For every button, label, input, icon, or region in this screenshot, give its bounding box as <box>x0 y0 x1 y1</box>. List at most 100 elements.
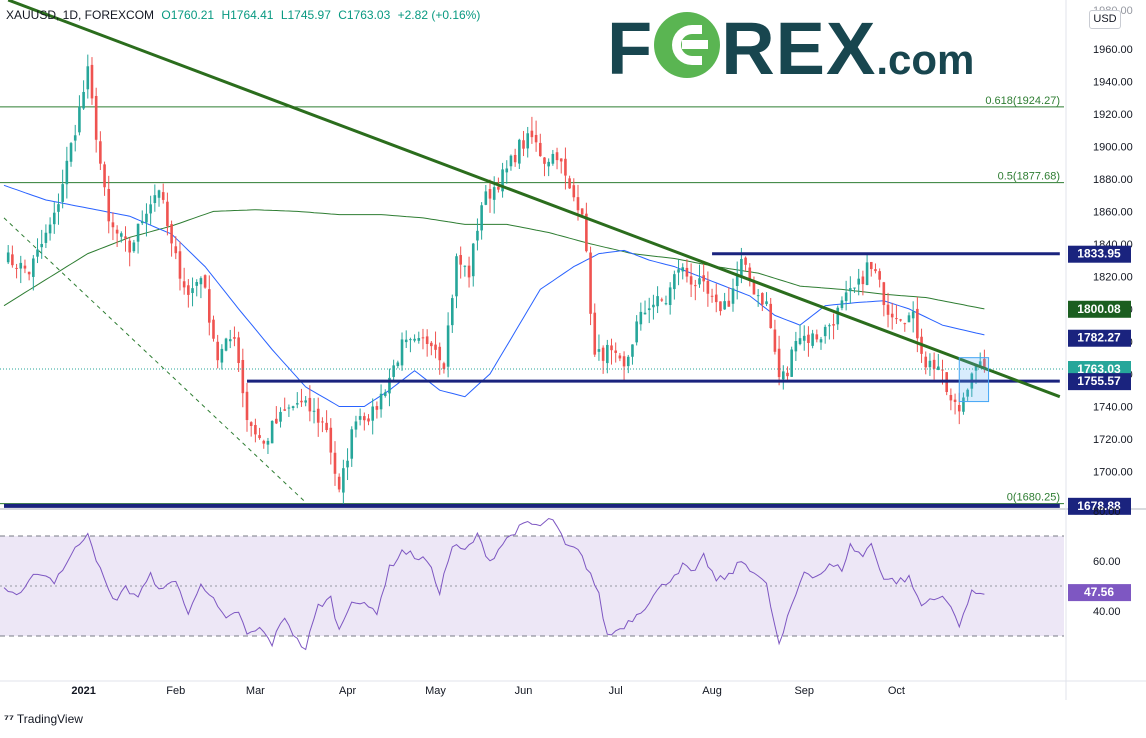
candle-body <box>434 344 437 350</box>
price-tick-label: 1700.00 <box>1093 466 1133 478</box>
candle-body <box>379 393 383 410</box>
candle-body <box>57 204 60 212</box>
candle-body <box>149 204 152 214</box>
candle-body <box>425 336 429 344</box>
candle-body <box>245 391 249 421</box>
candle-body <box>333 452 337 474</box>
candle-body <box>802 335 806 341</box>
candle-body <box>949 394 953 401</box>
candle-body <box>555 152 559 161</box>
candle-body <box>777 348 781 378</box>
candle-body <box>480 205 483 231</box>
rsi-tick-label: 60.00 <box>1093 556 1121 568</box>
candle-body <box>153 195 157 204</box>
price-tag-label: 1800.08 <box>1077 302 1121 316</box>
candle-body <box>73 135 77 141</box>
candle-body <box>421 337 425 339</box>
candle-body <box>748 267 752 282</box>
candle-body <box>136 223 140 242</box>
candle-body <box>316 408 320 423</box>
candle-body <box>786 372 789 377</box>
logo-rest: REX <box>721 7 877 90</box>
candle-body <box>392 365 395 377</box>
low-value: L1745.97 <box>280 8 331 22</box>
candle-body <box>371 406 374 421</box>
rsi-line <box>3 517 985 651</box>
candle-body <box>103 164 106 188</box>
candle-body <box>869 261 873 270</box>
candle-body <box>178 251 182 279</box>
symbol-label[interactable]: XAUUSD, 1D, FOREXCOM <box>6 8 155 22</box>
candle-body <box>417 338 421 341</box>
candle-body <box>547 161 550 167</box>
candle-body <box>513 154 517 163</box>
rsi-tick-label: 40.00 <box>1093 606 1121 618</box>
forex-logo: F REX.com <box>607 12 974 97</box>
time-tick-label: May <box>425 685 446 697</box>
candle-body <box>983 358 986 370</box>
tradingview-attribution[interactable]: ⁷⁷ TradingView <box>4 712 83 726</box>
price-tick-label: 1740.00 <box>1093 401 1133 413</box>
candle-body <box>300 400 303 403</box>
candle-body <box>857 278 861 285</box>
candle-body <box>216 341 219 361</box>
candle-body <box>346 460 349 468</box>
candle-body <box>212 319 215 339</box>
candle-body <box>673 274 676 290</box>
candle-body <box>132 242 136 252</box>
candle-body <box>836 307 840 325</box>
candle-body <box>907 315 911 323</box>
candle-body <box>111 222 115 228</box>
price-tick-label: 1880.00 <box>1093 174 1133 186</box>
candle-body <box>928 360 932 368</box>
candle-body <box>304 400 307 403</box>
candle-body <box>342 468 345 493</box>
candle-body <box>228 339 232 342</box>
candle-body <box>161 192 165 200</box>
close-value: C1763.03 <box>338 8 391 22</box>
candle-body <box>287 407 291 409</box>
candle-body <box>610 345 613 351</box>
candle-body <box>538 142 542 157</box>
candle-body <box>270 420 274 444</box>
candle-body <box>924 356 928 368</box>
candle-body <box>861 276 865 285</box>
candle-body <box>526 133 530 149</box>
rsi-value-label: 47.56 <box>1084 585 1114 599</box>
time-tick-label: Jun <box>515 685 533 697</box>
currency-button[interactable]: USD <box>1089 10 1121 29</box>
candle-body <box>451 298 454 326</box>
candle-body <box>254 425 257 435</box>
candle-body <box>203 275 207 288</box>
price-tag-label: 1755.57 <box>1077 374 1121 388</box>
candle-body <box>878 271 881 280</box>
rsi-value-tag <box>1068 584 1131 602</box>
candle-body <box>467 265 471 278</box>
price-tick-label: 1900.00 <box>1093 141 1133 153</box>
time-tick-label: Sep <box>794 685 814 697</box>
candle-body <box>694 285 697 287</box>
tradingview-icon: ⁷⁷ <box>4 712 14 726</box>
candle-body <box>363 416 366 421</box>
price-tick-label: 1860.00 <box>1093 206 1133 218</box>
candle-body <box>639 311 643 325</box>
candle-body <box>740 258 743 278</box>
price-tag <box>1068 329 1131 347</box>
candle-body <box>157 190 161 198</box>
candle-body <box>442 363 446 370</box>
candle-body <box>409 339 412 341</box>
candle-body <box>23 265 27 269</box>
candle-body <box>530 130 534 138</box>
price-tick-label: 1820.00 <box>1093 271 1133 283</box>
candle-body <box>350 429 354 459</box>
candle-body <box>903 323 907 325</box>
logo-f: F <box>607 7 654 90</box>
candle-body <box>840 300 844 309</box>
candle-body <box>518 139 521 164</box>
candle-body <box>932 359 936 369</box>
candle-body <box>279 411 282 422</box>
candle-body <box>488 189 492 199</box>
price-tick-label: 1960.00 <box>1093 44 1133 56</box>
candle-body <box>337 476 341 490</box>
